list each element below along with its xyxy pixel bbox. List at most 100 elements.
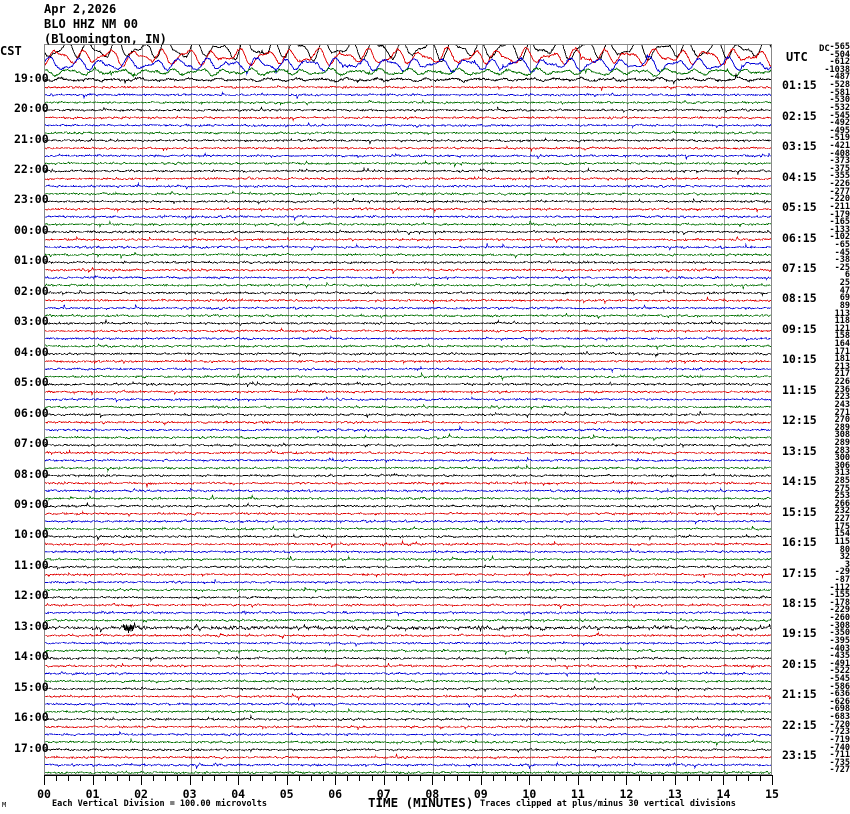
seismic-trace bbox=[45, 617, 771, 623]
seismic-trace bbox=[45, 121, 771, 129]
dc-offset-value: -229 bbox=[829, 605, 850, 616]
seismic-trace bbox=[45, 425, 771, 433]
grid-line-vertical bbox=[627, 45, 628, 774]
dc-offset-value: -545 bbox=[829, 674, 850, 684]
left-time-label: 12:00 bbox=[14, 588, 49, 603]
dc-offset-value: -29 bbox=[834, 567, 850, 578]
dc-offset-value: -165 bbox=[829, 217, 850, 228]
x-tick-minor bbox=[553, 775, 555, 781]
x-tick-major bbox=[189, 775, 191, 785]
dc-offset-value: -102 bbox=[829, 232, 850, 243]
left-time-label: 14:00 bbox=[14, 649, 49, 664]
dc-offset-value: -220 bbox=[829, 194, 850, 205]
seismic-trace bbox=[45, 190, 771, 197]
left-time-label: 11:00 bbox=[14, 557, 49, 572]
dc-offset-value: -155 bbox=[829, 590, 850, 601]
x-tick-minor bbox=[420, 775, 422, 781]
x-tick-minor bbox=[347, 775, 349, 781]
left-time-label: 07:00 bbox=[14, 436, 49, 451]
right-time-label: 01:15 bbox=[782, 78, 817, 93]
left-time-label: 17:00 bbox=[14, 740, 49, 755]
seismic-trace bbox=[45, 707, 771, 714]
dc-offset-value: 289 bbox=[834, 437, 850, 448]
x-tick-minor bbox=[323, 775, 325, 781]
right-time-label: 14:15 bbox=[782, 474, 817, 489]
grid-line-vertical bbox=[94, 45, 95, 774]
seismic-trace bbox=[45, 677, 771, 684]
seismic-trace bbox=[45, 770, 771, 774]
dc-offset-value: -487 bbox=[829, 72, 850, 83]
seismic-trace bbox=[45, 533, 771, 542]
dc-offset-value: 300 bbox=[834, 453, 850, 464]
dc-offset-value: 275 bbox=[834, 483, 850, 494]
seismic-trace bbox=[45, 229, 771, 236]
left-time-label: 13:00 bbox=[14, 618, 49, 633]
dc-offset-value: 253 bbox=[834, 491, 850, 502]
dc-offset-value: 118 bbox=[834, 316, 850, 327]
seismic-trace bbox=[45, 730, 771, 738]
dc-offset-value: 69 bbox=[839, 293, 850, 304]
left-time-label: 20:00 bbox=[14, 101, 49, 116]
seismic-trace bbox=[45, 65, 771, 78]
x-tick-minor bbox=[505, 775, 507, 781]
grid-line-vertical bbox=[385, 45, 386, 774]
x-tick-major bbox=[335, 775, 337, 785]
x-axis-title: TIME (MINUTES) bbox=[368, 795, 474, 810]
x-tick-label: 10 bbox=[522, 787, 537, 801]
seismic-trace bbox=[45, 312, 771, 320]
seismic-trace bbox=[45, 137, 771, 145]
x-tick-minor bbox=[614, 775, 616, 781]
x-tick-minor bbox=[153, 775, 155, 781]
dc-offset-value: -375 bbox=[829, 163, 850, 174]
seismic-trace bbox=[45, 365, 771, 373]
x-tick-major bbox=[92, 775, 94, 785]
x-tick-minor bbox=[250, 775, 252, 781]
dc-offset-value: -612 bbox=[829, 57, 850, 68]
x-tick-major bbox=[480, 775, 482, 785]
dc-offset-value: -211 bbox=[829, 201, 850, 212]
x-tick-label: 09 bbox=[473, 787, 488, 801]
right-time-label: 04:15 bbox=[782, 169, 817, 184]
x-tick-major bbox=[44, 775, 45, 785]
right-time-label: 09:15 bbox=[782, 321, 817, 336]
dc-offset-value: -727 bbox=[829, 765, 850, 776]
seismic-trace bbox=[45, 586, 771, 593]
left-time-label: 16:00 bbox=[14, 710, 49, 725]
x-tick-label: 07 bbox=[376, 787, 391, 801]
seismic-trace bbox=[45, 145, 771, 153]
seismic-trace bbox=[45, 182, 771, 191]
seismic-trace bbox=[45, 747, 771, 754]
helicorder-plot[interactable] bbox=[44, 44, 772, 775]
dc-offset-value: -626 bbox=[829, 696, 850, 707]
right-time-label: 15:15 bbox=[782, 504, 817, 519]
seismic-trace-layer bbox=[45, 45, 771, 774]
seismic-trace bbox=[45, 45, 771, 63]
left-time-label: 23:00 bbox=[14, 192, 49, 207]
seismic-trace bbox=[45, 654, 771, 663]
seismic-trace bbox=[45, 251, 771, 259]
seismic-trace bbox=[45, 448, 771, 456]
x-tick-label: 15 bbox=[765, 787, 779, 801]
dc-offset-value: 227 bbox=[834, 514, 850, 525]
seismic-trace bbox=[45, 724, 771, 731]
left-timezone-label: CST bbox=[0, 44, 22, 58]
seismic-trace bbox=[45, 380, 771, 388]
seismic-trace bbox=[45, 388, 771, 397]
grid-line-vertical bbox=[676, 45, 677, 774]
seismic-trace bbox=[45, 289, 771, 297]
seismic-trace bbox=[45, 73, 771, 85]
x-tick-major bbox=[432, 775, 434, 785]
dc-offset-value: -492 bbox=[829, 118, 850, 129]
left-time-label: 00:00 bbox=[14, 222, 49, 237]
seismic-trace bbox=[45, 761, 771, 770]
dc-offset-value: -532 bbox=[829, 102, 850, 113]
grid-line-vertical bbox=[724, 45, 725, 774]
x-tick-minor bbox=[359, 775, 361, 781]
dc-offset-value: -586 bbox=[829, 681, 850, 692]
x-tick-minor bbox=[565, 775, 567, 781]
dc-offset-value: 164 bbox=[834, 338, 850, 349]
seismic-trace bbox=[45, 175, 771, 182]
seismic-trace bbox=[45, 396, 771, 403]
seismic-trace bbox=[45, 525, 771, 533]
seismic-trace bbox=[45, 358, 771, 365]
